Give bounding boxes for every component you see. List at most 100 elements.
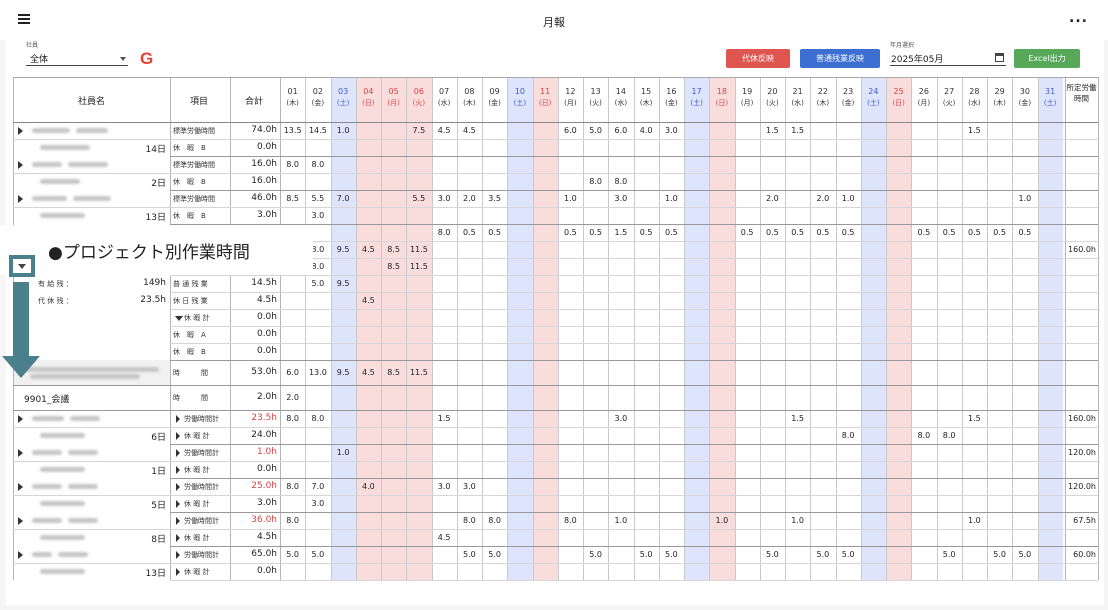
arrow-head-icon [2, 356, 40, 378]
header-weekday: (日) [892, 99, 905, 107]
expand-employee-icon[interactable] [18, 550, 23, 559]
day-value: 5.0 [286, 549, 299, 559]
expand-employee-icon[interactable] [18, 194, 23, 203]
day-value: 3.0 [311, 210, 325, 220]
expand-employee-icon[interactable] [18, 516, 23, 525]
arrow-down-icon [13, 282, 29, 358]
expand-icon[interactable] [176, 516, 180, 525]
header-weekday: (金) [665, 99, 678, 107]
substitute-holiday-button[interactable]: 代休反映 [726, 49, 790, 68]
day-column-divider [709, 77, 711, 580]
header-weekday: (月) [740, 99, 754, 107]
day-value: 8.0 [564, 515, 577, 525]
header-day-number: 31 [1045, 87, 1056, 96]
expand-toggle-icon[interactable] [9, 255, 35, 277]
expand-icon[interactable] [176, 567, 180, 576]
day-value: 6.0 [614, 125, 628, 135]
blurred-employee-name [32, 517, 62, 523]
day-value: 0.5 [968, 227, 981, 237]
prescribed-hours: 160.0h [1068, 413, 1096, 423]
expand-icon[interactable] [176, 533, 180, 542]
row-item-label: 労働時間計 [184, 516, 219, 525]
overtime-apply-button[interactable]: 普通残業反映 [800, 49, 880, 68]
chevron-down-icon [120, 57, 126, 61]
day-value: 4.5 [437, 125, 451, 135]
day-column-divider [911, 77, 913, 580]
day-value: 3.5 [488, 193, 501, 203]
header-day-number: 16 [666, 87, 677, 96]
day-value: 8.0 [286, 413, 299, 423]
row-divider [170, 326, 1098, 327]
day-value: 4.5 [362, 367, 375, 377]
callout-overlay [0, 225, 313, 275]
expand-icon[interactable] [176, 448, 180, 457]
day-value: 2.0 [816, 193, 830, 203]
header-weekday: (金) [488, 99, 501, 107]
expand-icon[interactable] [176, 482, 180, 491]
day-value: 11.5 [409, 261, 428, 271]
day-value: 1.5 [437, 413, 451, 423]
row-total: 4.5h [256, 294, 277, 305]
calendar-icon[interactable] [995, 53, 1004, 62]
expand-employee-icon[interactable] [18, 414, 23, 423]
header-item: 項目 [190, 97, 209, 107]
expand-icon[interactable] [176, 431, 180, 440]
excel-export-button[interactable]: Excel出力 [1014, 49, 1080, 68]
attendance-days: 5日 [151, 500, 166, 511]
header-day-number: 11 [540, 87, 551, 96]
day-value: 4.5 [463, 125, 476, 135]
menu-icon[interactable] [18, 14, 30, 24]
day-value: 8.0 [311, 261, 325, 271]
day-value: 11.5 [409, 367, 428, 377]
more-options-icon[interactable]: ... [1069, 10, 1088, 26]
day-value: 8.0 [942, 430, 956, 440]
row-item-label: 労働時間計 [184, 482, 219, 491]
day-value: 1.0 [665, 193, 678, 203]
expand-employee-icon[interactable] [18, 126, 23, 135]
expand-employee-icon[interactable] [18, 448, 23, 457]
column-divider [170, 77, 171, 580]
day-value: 7.0 [311, 481, 325, 491]
day-value: 5.0 [311, 278, 325, 288]
header-day-number: 10 [514, 87, 525, 96]
day-value: 5.0 [488, 549, 501, 559]
weekend-column [532, 77, 558, 580]
expand-icon[interactable] [176, 499, 180, 508]
row-total: 23.5h [251, 412, 277, 423]
google-icon[interactable]: G [140, 49, 154, 68]
employee-select-value: 全体 [30, 55, 49, 65]
day-value: 5.0 [942, 549, 956, 559]
day-column-divider [583, 77, 584, 580]
prescribed-hours: 120.0h [1068, 481, 1096, 491]
expand-employee-icon[interactable] [18, 160, 23, 169]
expand-employee-icon[interactable] [18, 482, 23, 491]
row-item-label: 休 暇 計 [184, 499, 210, 508]
attendance-days: 13日 [145, 568, 166, 579]
row-item-label: 休 暇 B [173, 211, 206, 220]
header-weekday: (木) [463, 99, 476, 107]
row-total: 2.0h [256, 391, 277, 402]
header-day-number: 07 [439, 87, 450, 96]
expand-icon[interactable] [176, 465, 180, 474]
header-day-number: 08 [464, 87, 475, 96]
blurred-employee-code [68, 517, 98, 523]
day-value: 5.0 [993, 549, 1006, 559]
day-value: 0.5 [488, 227, 501, 237]
day-value: 7.0 [336, 193, 350, 203]
day-value: 6.0 [286, 367, 299, 377]
day-value: 5.0 [463, 549, 476, 559]
year-month-input[interactable]: 2025年05月 [890, 51, 1006, 66]
collapse-icon[interactable] [175, 315, 183, 321]
expand-icon[interactable] [176, 414, 180, 423]
blurred-employee-info [40, 144, 90, 150]
prescribed-hours: 120.0h [1068, 447, 1096, 457]
day-value: 0.5 [564, 227, 577, 237]
weekend-column [330, 77, 356, 580]
day-column-divider [608, 77, 610, 580]
row-total: 0.0h [256, 311, 277, 322]
prescribed-hours: 160.0h [1068, 244, 1096, 254]
expand-icon[interactable] [176, 550, 180, 559]
header-day-number: 24 [868, 87, 879, 96]
employee-select[interactable]: 全体 [26, 51, 128, 66]
